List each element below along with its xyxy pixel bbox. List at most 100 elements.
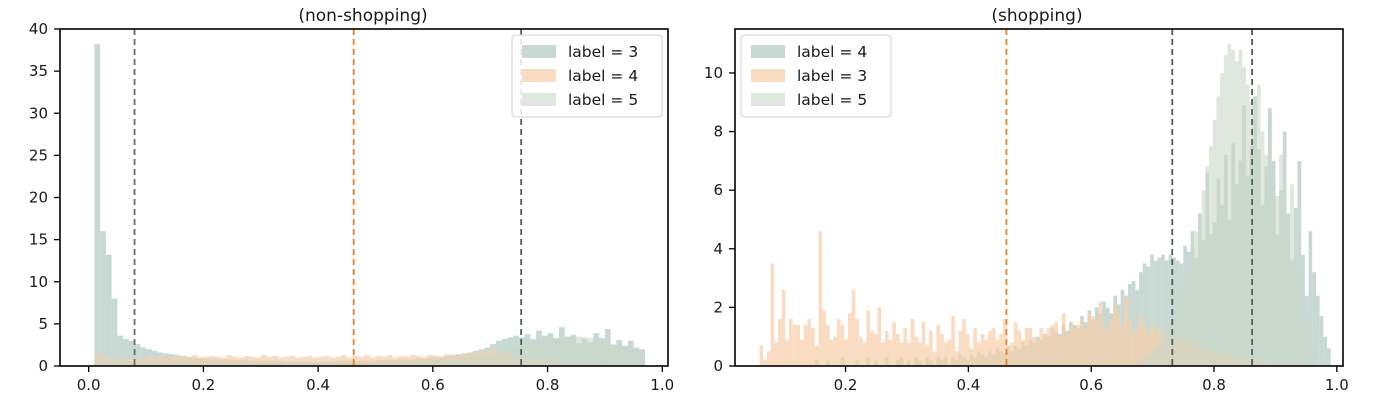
histogram-bar [364, 355, 370, 366]
y-tick-label: 6 [713, 181, 723, 199]
histogram-bar [318, 356, 324, 366]
histogram-bar [829, 339, 834, 366]
histogram-bar [1293, 260, 1298, 366]
histogram-bar [1028, 327, 1033, 366]
histogram-bar [266, 356, 273, 366]
histogram-bar [1308, 330, 1313, 366]
histogram-bar [461, 357, 468, 366]
histogram-bar [1146, 266, 1151, 366]
histogram-bar [1271, 178, 1276, 366]
histogram-bars [94, 44, 646, 366]
histogram-bar [398, 361, 405, 366]
legend-label: label = 5 [797, 91, 867, 109]
histogram-bar [369, 362, 376, 366]
histogram-bar [884, 330, 889, 366]
histogram-bar [168, 363, 175, 366]
histogram-bar [1128, 319, 1132, 366]
x-tick-label: 0.2 [834, 376, 858, 394]
y-tick-label: 15 [29, 231, 48, 249]
histogram-bar [318, 363, 324, 366]
x-tick-label: 0.0 [77, 376, 101, 394]
histogram-bar [392, 357, 399, 366]
histogram-bar [1091, 316, 1095, 366]
histogram-bar [1168, 322, 1173, 366]
histogram-bar [1201, 190, 1206, 366]
histogram-bar [1242, 67, 1246, 366]
histogram-bar [973, 327, 977, 366]
histogram-bar [925, 345, 930, 366]
histogram-bar [484, 354, 491, 366]
histogram-bar [398, 355, 405, 366]
histogram-bar [249, 356, 256, 366]
x-tick-label: 1.0 [650, 376, 674, 394]
histogram-bar [1212, 119, 1217, 366]
histogram-bar [260, 355, 267, 366]
y-tick-label: 10 [704, 64, 723, 82]
histogram-bar [929, 330, 933, 366]
histogram-bar [1216, 96, 1221, 367]
histogram-bar [386, 355, 393, 366]
histogram-bar [450, 359, 456, 366]
histogram-bar [851, 289, 856, 366]
histogram-bar [1304, 313, 1309, 366]
histogram-bar [249, 363, 256, 366]
legend-swatch [522, 93, 556, 106]
histogram-bar [888, 339, 893, 366]
histogram-bar [1198, 213, 1202, 366]
histogram-bar [180, 357, 187, 366]
histogram-bar [438, 360, 445, 366]
histogram-bar [1323, 336, 1328, 366]
histogram-bar [1131, 330, 1136, 366]
histogram-bar [1035, 339, 1040, 366]
histogram-bar [1282, 219, 1287, 366]
legend-label: label = 4 [568, 67, 638, 85]
histogram-bar [226, 363, 233, 366]
histogram-bar [1279, 155, 1283, 366]
histogram-bar [803, 324, 808, 366]
histogram-bar [1183, 278, 1187, 366]
histogram-bar [1150, 324, 1154, 366]
histogram-bar [100, 231, 106, 366]
histogram-bar [1179, 289, 1184, 366]
histogram-bar [335, 363, 342, 366]
histogram-bar [478, 355, 485, 366]
histogram-bar [818, 231, 823, 366]
histogram-bar [1297, 278, 1302, 366]
histogram-bar [1124, 295, 1129, 366]
legend-swatch [751, 45, 785, 58]
histogram-bar [936, 324, 941, 366]
histogram-bar [111, 360, 118, 366]
histogram-bar [980, 333, 985, 366]
histogram-bar [777, 319, 782, 366]
histogram-bar [157, 362, 164, 366]
histogram-bar [146, 362, 152, 366]
histogram-bar [1146, 333, 1151, 366]
histogram-bar [570, 336, 577, 366]
histogram-bar [770, 263, 775, 366]
histogram-bar [209, 363, 215, 366]
histogram-bar [892, 322, 896, 366]
histogram-bar [140, 358, 147, 366]
histogram-bar [899, 342, 904, 366]
histogram-bar [1172, 313, 1176, 366]
histogram-bar [352, 363, 359, 366]
histogram-bar [134, 361, 141, 366]
histogram-bar [1175, 301, 1180, 366]
histogram-bar [903, 327, 907, 366]
panel-title-non-shopping: (non-shopping) [298, 6, 427, 26]
legend-label: label = 5 [568, 91, 638, 109]
histogram-bar [881, 342, 885, 366]
histogram-bar [1050, 324, 1055, 366]
histogram-bar [1194, 231, 1199, 366]
histogram-bar [1006, 345, 1011, 366]
y-tick-label: 10 [29, 273, 48, 291]
histogram-bar [432, 360, 439, 366]
y-axis-ticks: 0 2 4 6 8 10 [704, 64, 735, 375]
histogram-bar [1083, 327, 1088, 366]
histogram-bar [490, 353, 496, 366]
histogram-bar [283, 356, 290, 366]
histogram-bar [404, 361, 410, 366]
histogram-bar [1105, 330, 1110, 366]
histogram-bar [128, 361, 135, 366]
panel-shopping: (shopping) 0.2 0.4 0.6 0.8 1.0 0 2 4 6 8 10 label… [704, 6, 1349, 394]
